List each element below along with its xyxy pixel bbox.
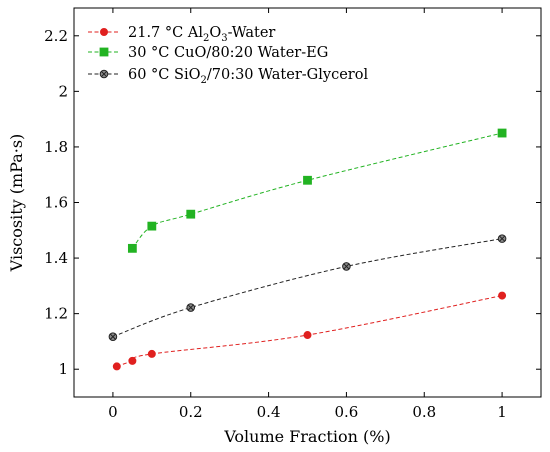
series-2-line bbox=[131, 132, 503, 249]
legend-marker bbox=[99, 47, 109, 57]
y-axis-ticks: 1 1.2 1.4 1.6 1.8 2 2.2 bbox=[44, 27, 541, 378]
legend-entry-3: 60 °C SiO2/70:30 Water-Glycerol bbox=[88, 67, 368, 86]
series-3-point bbox=[108, 332, 118, 342]
series-1-point bbox=[303, 331, 312, 340]
y-axis-label: Viscosity (mPa·s) bbox=[7, 134, 26, 273]
series-1-point bbox=[128, 356, 137, 365]
series-1 bbox=[112, 291, 507, 371]
series-layer bbox=[108, 128, 507, 371]
series-3-point bbox=[497, 234, 507, 243]
x-tick-label: 0 bbox=[108, 403, 118, 421]
series-2-point bbox=[147, 221, 157, 231]
x-tick-label: 0.6 bbox=[334, 403, 358, 421]
series-1-point bbox=[147, 349, 156, 358]
legend-label-part: /70:30 Water-Glycerol bbox=[207, 67, 369, 83]
y-tick-label: 1.4 bbox=[44, 249, 68, 267]
series-3-point-cross-b bbox=[499, 235, 506, 242]
legend-entry-2: 30 °C CuO/80:20 Water-EG bbox=[88, 45, 328, 61]
legend-label: 30 °C CuO/80:20 Water-EG bbox=[128, 45, 328, 61]
legend-label-part: O bbox=[209, 25, 221, 41]
legend-label-part: 21.7 °C Al bbox=[128, 25, 203, 41]
series-2 bbox=[127, 128, 507, 253]
x-tick-label: 0.8 bbox=[412, 403, 436, 421]
legend-label-part: 60 °C SiO bbox=[128, 67, 201, 83]
legend-label-part: 3 bbox=[221, 33, 227, 44]
legend-label: 21.7 °C Al2O3-Water bbox=[128, 25, 275, 44]
y-tick-label: 1 bbox=[58, 360, 68, 378]
series-1-line bbox=[116, 295, 503, 367]
y-tick-label: 1.6 bbox=[44, 194, 68, 212]
x-tick-label: 0.4 bbox=[257, 403, 281, 421]
series-2-point bbox=[186, 209, 196, 219]
series-3-point bbox=[342, 262, 351, 271]
legend-label-part: 30 °C CuO/80:20 Water-EG bbox=[128, 45, 328, 61]
series-1-point bbox=[498, 291, 507, 300]
legend-entry-1: 21.7 °C Al2O3-Water bbox=[88, 25, 275, 44]
series-3-point-cross-b bbox=[343, 263, 350, 270]
series-3-line bbox=[112, 238, 503, 338]
legend-label-part: 2 bbox=[200, 75, 206, 86]
y-tick-label: 2 bbox=[58, 82, 68, 100]
series-3-point-cross-b bbox=[109, 333, 116, 340]
legend-marker-cross-b bbox=[100, 70, 108, 78]
legend-marker bbox=[99, 69, 109, 79]
legend-marker bbox=[100, 27, 109, 36]
legend-label-part: 2 bbox=[203, 33, 209, 44]
series-3-point bbox=[186, 303, 196, 312]
legend-label-part: -Water bbox=[228, 25, 276, 41]
series-2-point bbox=[497, 128, 507, 138]
series-3-point-cross-b bbox=[187, 304, 194, 311]
y-tick-label: 1.2 bbox=[44, 305, 68, 323]
x-tick-label: 1 bbox=[497, 403, 507, 421]
series-2-point bbox=[303, 175, 312, 185]
y-tick-label: 1.8 bbox=[44, 138, 68, 156]
y-tick-label: 2.2 bbox=[44, 27, 68, 45]
x-tick-label: 0.2 bbox=[179, 403, 203, 421]
series-1-point bbox=[112, 362, 121, 371]
x-axis-ticks: 0 0.2 0.4 0.6 0.8 1 bbox=[108, 8, 507, 421]
series-2-point bbox=[127, 243, 137, 253]
series-3 bbox=[108, 234, 507, 342]
legend-label: 60 °C SiO2/70:30 Water-Glycerol bbox=[128, 67, 368, 86]
x-axis-label: Volume Fraction (%) bbox=[223, 427, 390, 446]
